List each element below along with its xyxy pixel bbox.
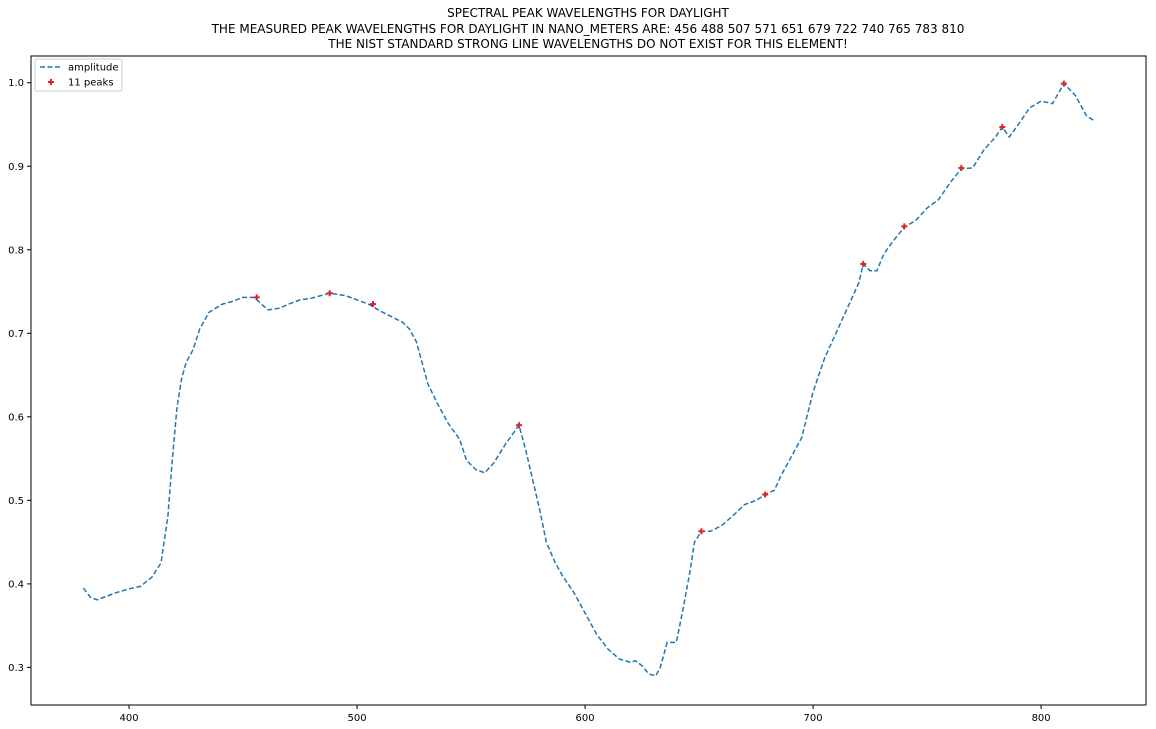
x-tick-label: 600 xyxy=(576,713,595,724)
chart-title-line-2: THE MEASURED PEAK WAVELENGTHS FOR DAYLIG… xyxy=(211,22,965,36)
y-tick-label: 0.8 xyxy=(8,245,24,256)
axes-frame xyxy=(30,55,1147,706)
peak-marker xyxy=(370,301,377,308)
peak-marker xyxy=(860,260,867,267)
y-axis: 0.3 0.4 0.5 0.6 0.7 0.8 0.9 1.0 xyxy=(8,78,31,674)
chart-title-line-3: THE NIST STANDARD STRONG LINE WAVELENGTH… xyxy=(327,37,848,51)
y-tick-label: 0.4 xyxy=(8,579,24,590)
chart-title: SPECTRAL PEAK WAVELENGTHS FOR DAYLIGHT T… xyxy=(211,6,965,51)
y-tick-label: 0.9 xyxy=(8,162,24,173)
peak-marker xyxy=(958,164,965,171)
x-axis: 400 500 600 700 800 xyxy=(120,705,1051,724)
y-tick-label: 0.7 xyxy=(8,329,24,340)
y-tick-label: 0.5 xyxy=(8,496,24,507)
x-tick-label: 500 xyxy=(348,713,367,724)
x-tick-label: 800 xyxy=(1032,713,1051,724)
peak-marker xyxy=(326,290,333,297)
y-tick-label: 0.3 xyxy=(8,663,24,674)
peak-marker xyxy=(901,223,908,230)
legend-label-amplitude: amplitude xyxy=(68,63,119,74)
peak-marker xyxy=(762,491,769,498)
x-tick-label: 400 xyxy=(120,713,139,724)
y-tick-label: 0.6 xyxy=(8,412,24,423)
y-tick-label: 1.0 xyxy=(8,78,24,89)
x-tick-label: 700 xyxy=(804,713,823,724)
legend: amplitude 11 peaks xyxy=(34,58,123,92)
peak-marker xyxy=(1060,80,1067,87)
peak-marker xyxy=(999,123,1006,130)
chart-title-line-1: SPECTRAL PEAK WAVELENGTHS FOR DAYLIGHT xyxy=(447,6,729,20)
plot-area xyxy=(82,80,1094,677)
series-line-amplitude xyxy=(82,82,1094,677)
peak-marker xyxy=(698,528,705,535)
legend-marker-peaks xyxy=(48,79,54,85)
peak-marker xyxy=(253,294,260,301)
legend-label-peaks: 11 peaks xyxy=(68,78,114,89)
peak-marker xyxy=(515,422,522,429)
